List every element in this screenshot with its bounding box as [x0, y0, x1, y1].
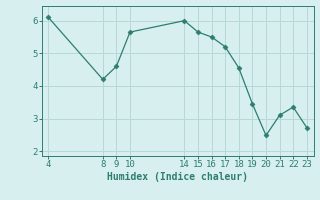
X-axis label: Humidex (Indice chaleur): Humidex (Indice chaleur): [107, 172, 248, 182]
